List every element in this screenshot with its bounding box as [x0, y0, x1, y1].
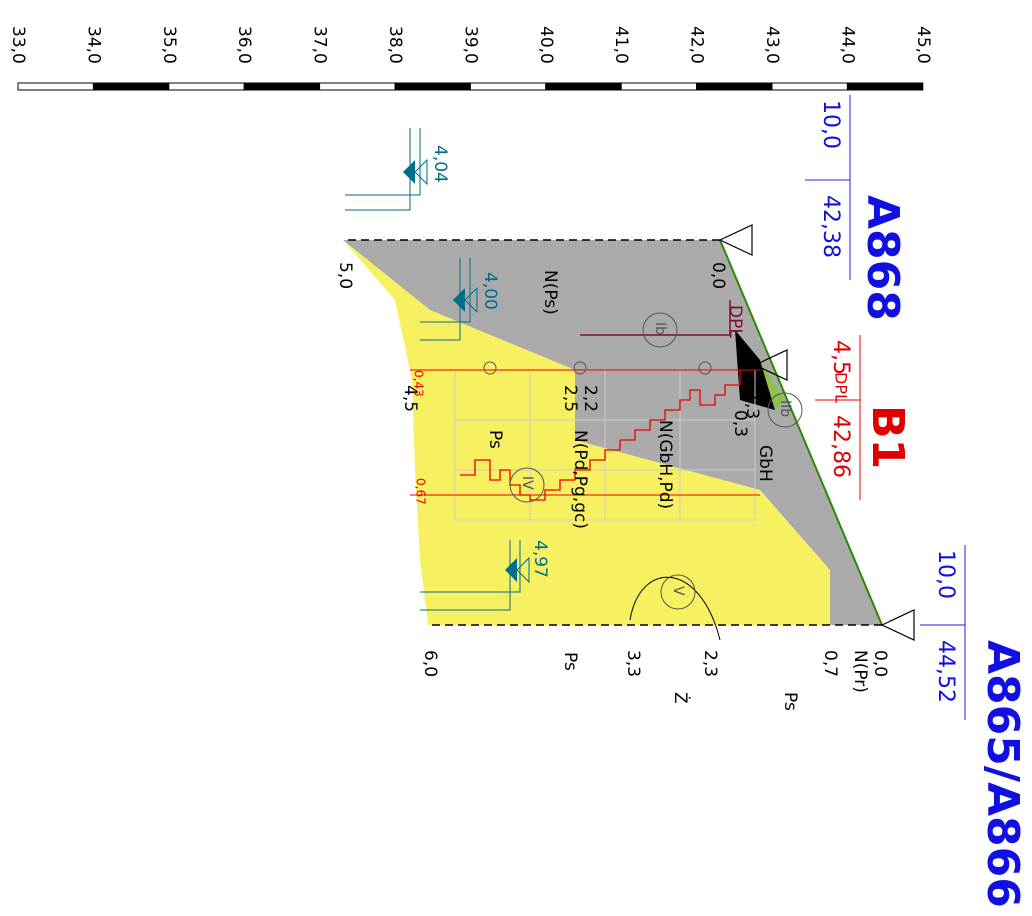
label: 6,0	[420, 650, 440, 677]
label: 4,5	[400, 385, 420, 412]
well-lines	[345, 128, 521, 611]
water-marker	[516, 556, 530, 584]
water-level: 4,00	[480, 272, 500, 310]
label: N(GbH,Pd)	[655, 420, 675, 509]
label: N(Pd,Pg,gc)	[570, 430, 590, 529]
label: Ż	[670, 692, 691, 704]
borehole-elevation: 44,52	[933, 640, 958, 703]
layer-circle	[767, 392, 803, 428]
label: 0,67	[414, 478, 428, 505]
scale-label: 35,0	[159, 26, 179, 64]
scale-segment	[17, 82, 94, 91]
borehole-elevation: 42,86	[828, 415, 853, 478]
borehole-method: DPL	[832, 372, 851, 403]
label: N(Pr)	[850, 650, 870, 693]
scale-label: 38,0	[385, 26, 405, 64]
label: Ps	[485, 430, 505, 449]
label: 0,0	[708, 262, 728, 289]
label: 1,3	[742, 392, 762, 419]
borehole-name: B1	[862, 405, 913, 469]
label: 0,3	[730, 410, 750, 437]
point	[698, 361, 712, 375]
scale-segment	[620, 82, 698, 91]
water-marker	[414, 158, 428, 186]
borehole-name: A865/A866	[977, 640, 1028, 908]
borehole-depth: 10,0	[818, 100, 843, 149]
label: N(Ps)	[540, 270, 560, 315]
borehole-marker	[718, 224, 753, 256]
scale-segment	[469, 82, 547, 91]
ground-surface	[719, 239, 883, 626]
water-level: 4,04	[430, 145, 450, 183]
label: V	[670, 586, 686, 596]
scale-label: 33,0	[8, 26, 28, 64]
water-marker	[453, 288, 465, 312]
scale-label: 40,0	[536, 26, 556, 64]
label: GbH	[755, 445, 775, 482]
header-lines	[805, 95, 966, 720]
gray-soil	[343, 240, 882, 625]
dpl-trace	[460, 370, 741, 501]
water-marker	[505, 558, 517, 582]
label: Ps	[780, 692, 800, 711]
scale-label: 39,0	[460, 26, 480, 64]
label: 2,5	[560, 385, 580, 412]
scale-segment	[243, 82, 321, 91]
water-marker	[464, 286, 478, 314]
borehole-marker	[753, 349, 788, 381]
borehole-depth: 10,0	[933, 550, 958, 599]
label: IIb	[777, 400, 793, 417]
scale-segment	[771, 82, 848, 91]
label: Ps	[560, 652, 580, 671]
scale-label: 37,0	[310, 26, 330, 64]
scale-segment	[846, 82, 924, 91]
label: 0,0	[870, 650, 890, 677]
label: 5,0	[335, 262, 355, 289]
scale-segment	[92, 82, 170, 91]
scale-segment	[319, 82, 396, 91]
label: 2,2	[580, 385, 600, 412]
yellow-soil	[343, 240, 830, 625]
scale-segment	[168, 82, 245, 91]
scale-label: 42,0	[687, 26, 707, 64]
scale-label: 45,0	[913, 26, 933, 64]
layer-v-boundary	[629, 576, 721, 641]
green-layer	[760, 360, 785, 410]
label: Ib	[652, 322, 668, 335]
scale-label: 44,0	[837, 26, 857, 64]
point	[483, 361, 497, 375]
scale-label: 41,0	[611, 26, 631, 64]
layer-circle	[509, 467, 545, 503]
borehole-depth: 4,5	[828, 340, 853, 375]
borehole-marker	[880, 609, 915, 641]
scale-label: 36,0	[234, 26, 254, 64]
layer-circle	[660, 574, 696, 610]
scale-segment	[696, 82, 773, 91]
point	[573, 361, 587, 375]
borehole-name: A868	[857, 195, 908, 321]
water-marker	[403, 160, 415, 184]
label: 3,3	[623, 650, 643, 677]
label: IV	[519, 476, 535, 490]
scale-label: 43,0	[762, 26, 782, 64]
layer-circle	[642, 312, 678, 348]
label: 0,43	[412, 370, 426, 397]
water-level: 4,97	[530, 540, 550, 578]
dpl-bracket	[580, 300, 731, 336]
scale-segment	[394, 82, 471, 91]
borehole-elevation: 42,38	[818, 195, 843, 258]
scale-label: 34,0	[83, 26, 103, 64]
scale-segment	[545, 82, 622, 91]
label: 0,7	[820, 650, 840, 677]
label: 2,3	[700, 650, 720, 677]
label: DPL	[725, 305, 745, 338]
